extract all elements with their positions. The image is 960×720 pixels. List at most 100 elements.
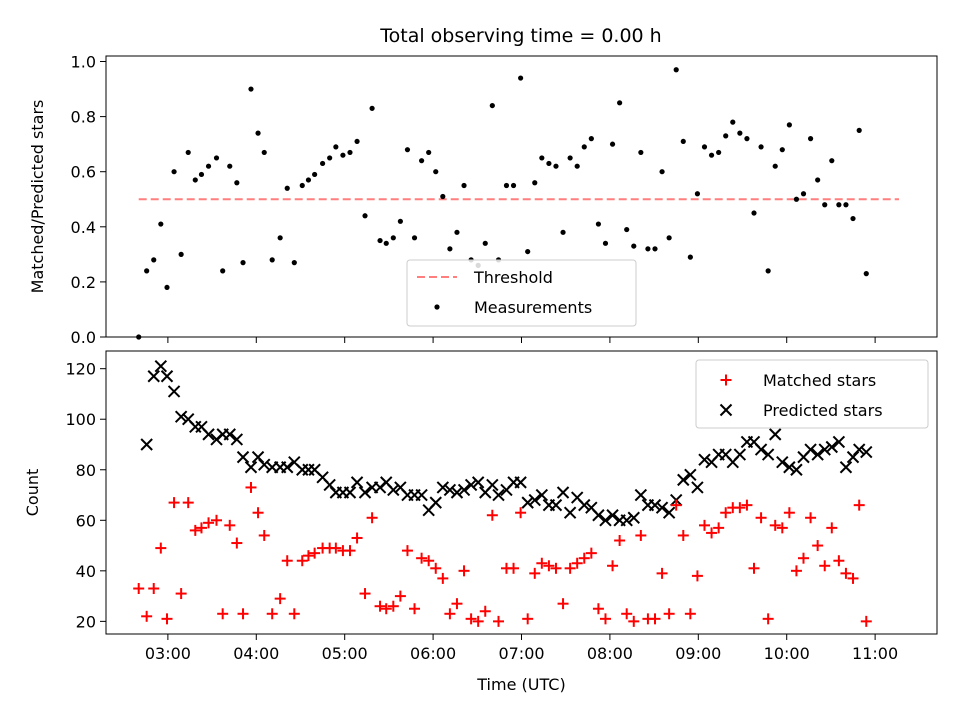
chart-title: Total observing time = 0.00 h xyxy=(379,25,661,47)
measurement-point xyxy=(680,138,686,145)
measurement-point xyxy=(291,260,297,266)
predicted-star-point xyxy=(258,458,271,471)
count-y-tick-label: 40 xyxy=(76,562,96,581)
predicted-star-point xyxy=(662,506,676,519)
measurement-point xyxy=(723,133,729,139)
predicted-star-point xyxy=(606,509,619,522)
matched-star-point xyxy=(670,499,682,511)
count-y-tick-label: 20 xyxy=(76,612,96,631)
measurement-point xyxy=(397,218,403,224)
measurement-point xyxy=(269,257,275,263)
predicted-star-point xyxy=(358,486,372,499)
predicted-star-point xyxy=(634,488,648,502)
matched-star-point xyxy=(819,560,831,572)
matched-star-point xyxy=(592,603,604,615)
ratio-y-axis-label: Matched/Predicted stars xyxy=(28,100,47,294)
measurement-point xyxy=(539,155,545,161)
count-legend: Matched stars Predicted stars xyxy=(695,359,929,429)
matched-star-point xyxy=(416,552,428,564)
measurement-point xyxy=(333,144,339,150)
ratio-y-tick-label: 0.0 xyxy=(71,328,96,347)
count-legend-box xyxy=(695,359,929,429)
matched-star-point xyxy=(465,613,477,625)
matched-star-point xyxy=(409,603,421,615)
measurement-point xyxy=(574,163,580,169)
matched-star-point xyxy=(175,588,187,600)
legend-measurement-label: Measurements xyxy=(474,298,592,317)
matched-star-point xyxy=(677,529,689,541)
matched-star-point xyxy=(195,522,207,534)
matched-star-point xyxy=(211,514,223,526)
measurement-point xyxy=(779,147,785,153)
measurement-point xyxy=(327,155,333,161)
matched-star-point xyxy=(529,567,541,579)
measurement-point xyxy=(447,246,453,252)
measurement-point xyxy=(482,240,488,246)
predicted-star-point xyxy=(852,443,866,456)
matched-star-point xyxy=(691,570,703,582)
count-y-ticks: 20 40 60 80 100 120 xyxy=(65,360,106,631)
matched-star-point xyxy=(486,509,498,521)
matched-star-point xyxy=(833,555,845,567)
measurement-point xyxy=(404,147,411,153)
predicted-star-point xyxy=(236,450,250,464)
measurement-point xyxy=(205,163,212,169)
predicted-star-point xyxy=(230,433,244,446)
measurement-point xyxy=(284,185,290,191)
measurement-point xyxy=(850,215,856,222)
matched-star-point xyxy=(302,550,314,562)
measurement-point xyxy=(793,196,800,202)
predicted-star-point xyxy=(160,370,174,383)
measurement-point xyxy=(609,141,616,147)
predicted-star-point xyxy=(783,461,796,474)
ratio-y-tick-label: 0.6 xyxy=(71,163,96,182)
matched-star-point xyxy=(493,615,505,627)
measurement-point xyxy=(687,254,693,260)
predicted-star-point xyxy=(733,448,747,461)
matched-star-point xyxy=(252,507,264,519)
measurement-point xyxy=(807,136,814,142)
matched-star-point xyxy=(564,562,576,574)
predicted-star-point xyxy=(620,514,633,527)
measurement-point xyxy=(673,67,679,73)
matched-star-point xyxy=(288,608,300,620)
matched-star-point xyxy=(168,497,180,509)
matched-star-point xyxy=(296,555,308,567)
measurement-point xyxy=(411,235,418,241)
predicted-star-point xyxy=(167,385,181,398)
predicted-star-point xyxy=(832,435,846,449)
predicted-star-point xyxy=(769,428,782,441)
matched-star-point xyxy=(189,524,201,536)
predicted-star-point xyxy=(457,483,471,497)
matched-star-point xyxy=(755,512,767,524)
ratio-panel: 0.0 0.2 0.4 0.6 0.8 1.0 Matched/Predicted sta… xyxy=(28,53,938,347)
predicted-star-point xyxy=(140,438,153,451)
predicted-star-point xyxy=(350,476,364,489)
count-y-tick-label: 100 xyxy=(65,410,96,429)
matched-star-point xyxy=(741,499,753,511)
predicted-star-point xyxy=(556,486,570,499)
matched-star-point xyxy=(840,567,852,579)
count-panel: 20 40 60 80 100 120 03:00 04:00 05:00 06:00 07:00… xyxy=(23,350,938,694)
count-plot-area xyxy=(133,359,873,627)
x-tick-label: 04:00 xyxy=(233,644,279,663)
predicted-star-point xyxy=(776,455,789,469)
ratio-plot-area xyxy=(136,67,899,340)
predicted-star-point xyxy=(691,481,704,494)
matched-star-point xyxy=(330,542,342,554)
matched-star-point xyxy=(698,519,710,531)
legend-predicted-swatch xyxy=(719,403,733,417)
matched-star-point xyxy=(231,537,243,549)
predicted-star-point xyxy=(486,478,499,492)
measurement-point xyxy=(255,130,261,136)
ratio-legend: Threshold Measurements xyxy=(406,259,637,327)
matched-star-point xyxy=(479,605,491,617)
matched-star-point xyxy=(359,588,371,600)
measurement-point xyxy=(234,180,240,186)
matched-star-point xyxy=(614,535,626,547)
matched-star-point xyxy=(258,529,270,541)
predicted-star-point xyxy=(592,509,605,522)
predicted-star-point xyxy=(825,440,839,454)
measurement-point xyxy=(171,169,177,175)
measurement-point xyxy=(652,246,658,252)
